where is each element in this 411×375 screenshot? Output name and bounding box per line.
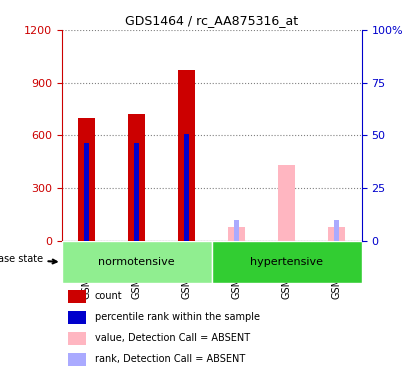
Bar bbox=[334, 220, 339, 241]
Bar bbox=[178, 70, 195, 241]
Text: percentile rank within the sample: percentile rank within the sample bbox=[95, 312, 260, 322]
Bar bbox=[68, 290, 85, 303]
Bar bbox=[128, 114, 145, 241]
Bar bbox=[68, 311, 85, 324]
Bar bbox=[328, 227, 345, 241]
Text: normotensive: normotensive bbox=[98, 257, 175, 267]
Bar bbox=[68, 353, 85, 366]
Text: hypertensive: hypertensive bbox=[250, 257, 323, 267]
FancyBboxPatch shape bbox=[212, 241, 362, 283]
Bar bbox=[134, 143, 139, 241]
Text: disease state: disease state bbox=[0, 254, 57, 264]
FancyBboxPatch shape bbox=[62, 241, 212, 283]
Text: value, Detection Call = ABSENT: value, Detection Call = ABSENT bbox=[95, 333, 250, 343]
Bar bbox=[84, 142, 89, 241]
Bar bbox=[184, 134, 189, 241]
Bar bbox=[78, 118, 95, 241]
Title: GDS1464 / rc_AA875316_at: GDS1464 / rc_AA875316_at bbox=[125, 15, 298, 27]
Text: count: count bbox=[95, 291, 122, 301]
Bar bbox=[278, 165, 296, 241]
Bar bbox=[234, 220, 239, 241]
Bar bbox=[68, 332, 85, 345]
Bar bbox=[228, 227, 245, 241]
Text: rank, Detection Call = ABSENT: rank, Detection Call = ABSENT bbox=[95, 354, 245, 364]
